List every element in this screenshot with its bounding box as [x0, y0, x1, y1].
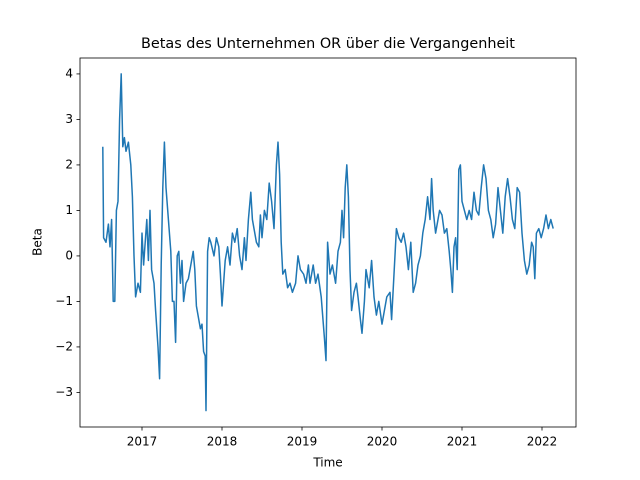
y-tick-label: 1 — [65, 203, 73, 217]
x-tick-label: 2017 — [127, 435, 158, 449]
y-tick-label: 4 — [65, 66, 73, 80]
x-tick-label: 2021 — [447, 435, 478, 449]
y-tick-label: 2 — [65, 157, 73, 171]
chart-title: Betas des Unternehmen OR über die Vergan… — [141, 36, 515, 52]
x-tick-label: 2018 — [207, 435, 238, 449]
data-line — [102, 73, 554, 412]
x-tick-label: 2020 — [367, 435, 398, 449]
x-axis-label: Time — [312, 456, 342, 470]
y-tick-label: 0 — [65, 248, 73, 262]
y-tick-label: 3 — [65, 112, 73, 126]
y-axis-label: Beta — [31, 228, 45, 256]
y-tick-label: −2 — [55, 339, 73, 353]
axes-frame — [79, 57, 577, 428]
y-tick-label: −1 — [55, 294, 73, 308]
y-tick-label: −3 — [55, 385, 73, 399]
x-tick-label: 2022 — [527, 435, 558, 449]
x-tick-label: 2019 — [287, 435, 318, 449]
